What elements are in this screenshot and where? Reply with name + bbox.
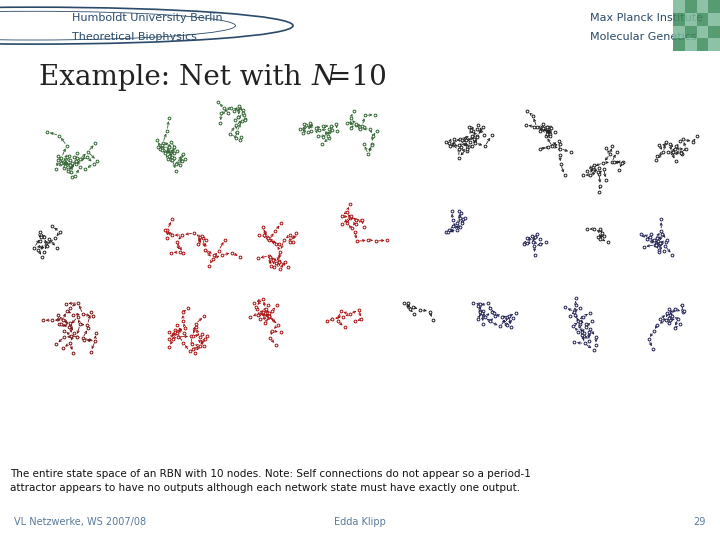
- Bar: [673, 13, 685, 25]
- Bar: [697, 0, 708, 13]
- Bar: [697, 13, 708, 25]
- Text: N: N: [312, 64, 336, 91]
- Text: =10: =10: [328, 64, 387, 91]
- Bar: [685, 38, 697, 51]
- Text: 29: 29: [693, 517, 706, 528]
- Text: Molecular Genetics: Molecular Genetics: [590, 32, 697, 42]
- Text: VL Netzwerke, WS 2007/08: VL Netzwerke, WS 2007/08: [14, 517, 147, 528]
- Bar: [673, 38, 685, 51]
- Bar: [708, 0, 720, 13]
- Text: The entire state space of an RBN with 10 nodes. Note: Self connections do not ap: The entire state space of an RBN with 10…: [10, 469, 531, 479]
- Bar: [708, 38, 720, 51]
- Text: Edda Klipp: Edda Klipp: [334, 517, 386, 528]
- Bar: [697, 25, 708, 38]
- Bar: [685, 13, 697, 25]
- Text: Theoretical Biophysics: Theoretical Biophysics: [72, 32, 197, 42]
- Bar: [697, 38, 708, 51]
- Bar: [673, 0, 685, 13]
- Bar: [708, 25, 720, 38]
- Bar: [673, 25, 685, 38]
- Text: attractor appears to have no outputs although each network state must have exact: attractor appears to have no outputs alt…: [10, 483, 520, 494]
- Text: Example: Net with: Example: Net with: [39, 64, 310, 91]
- Text: Max Planck Institute: Max Planck Institute: [590, 13, 703, 23]
- Text: Humboldt University Berlin: Humboldt University Berlin: [72, 13, 222, 23]
- Bar: [708, 13, 720, 25]
- Bar: [685, 0, 697, 13]
- Bar: [685, 25, 697, 38]
